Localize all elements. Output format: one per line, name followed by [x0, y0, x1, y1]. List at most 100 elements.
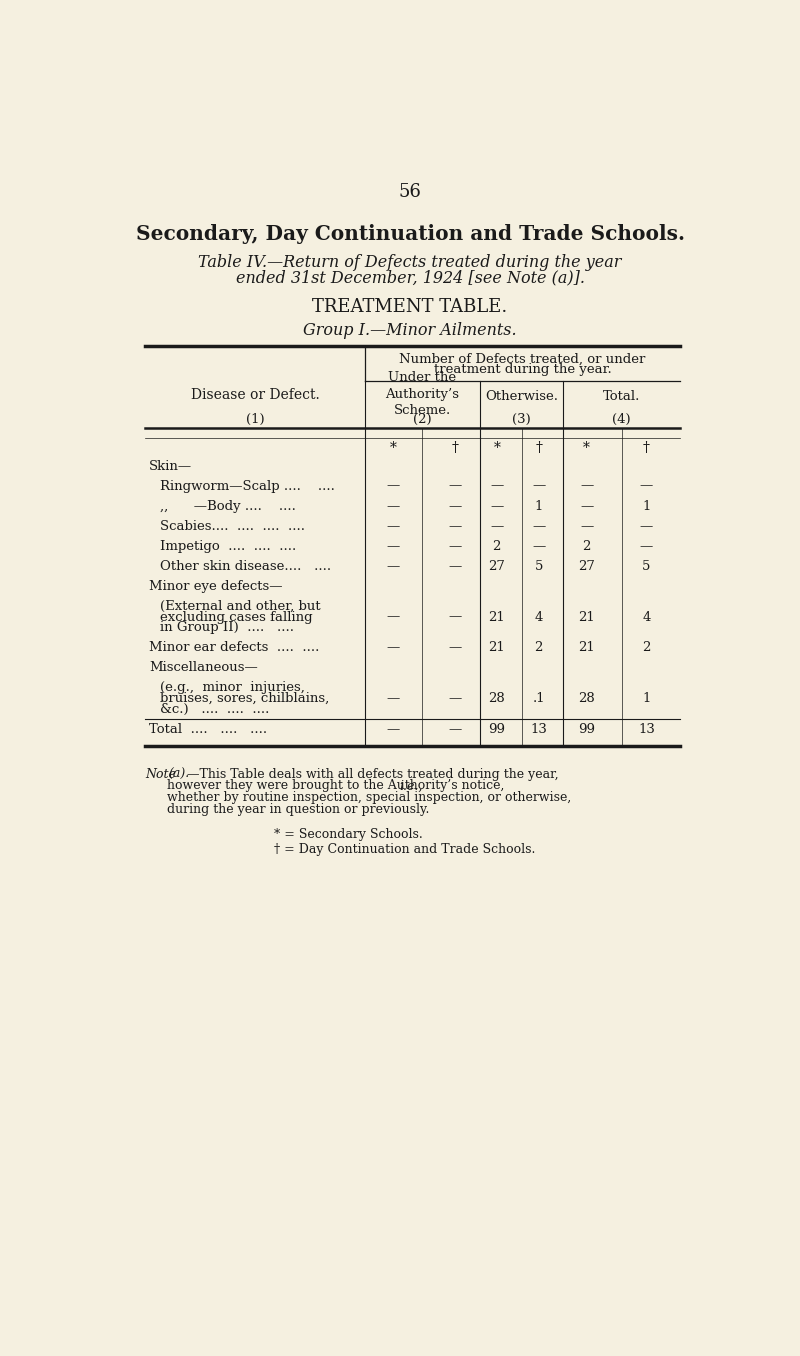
Text: † = Day Continuation and Trade Schools.: † = Day Continuation and Trade Schools.: [274, 843, 536, 857]
Text: Miscellaneous—: Miscellaneous—: [149, 662, 258, 674]
Text: 2: 2: [493, 540, 501, 553]
Text: Group I.—Minor Ailments.: Group I.—Minor Ailments.: [303, 323, 517, 339]
Text: —: —: [532, 540, 546, 553]
Text: 99: 99: [488, 723, 506, 736]
Text: ,,      —Body ....    ....: ,, —Body .... ....: [160, 499, 295, 513]
Text: 2: 2: [642, 641, 650, 655]
Text: Disease or Defect.: Disease or Defect.: [190, 388, 319, 403]
Text: excluding cases falling: excluding cases falling: [160, 610, 312, 624]
Text: 13: 13: [638, 723, 655, 736]
Text: Ringworm—Scalp ....    ....: Ringworm—Scalp .... ....: [160, 480, 334, 492]
Text: *: *: [494, 441, 500, 454]
Text: however they were brought to the Authority’s notice,: however they were brought to the Authori…: [166, 780, 504, 792]
Text: —: —: [386, 723, 399, 736]
Text: i.e.,: i.e.,: [399, 780, 422, 792]
Text: —: —: [448, 519, 462, 533]
Text: 27: 27: [578, 560, 595, 572]
Text: —: —: [448, 692, 462, 705]
Text: —: —: [532, 480, 546, 492]
Text: (2): (2): [413, 414, 432, 426]
Text: —: —: [448, 723, 462, 736]
Text: Under the
Authority’s
Scheme.: Under the Authority’s Scheme.: [386, 372, 459, 418]
Text: ended 31st December, 1924 [see Note (a)].: ended 31st December, 1924 [see Note (a)]…: [235, 270, 585, 286]
Text: —: —: [580, 480, 594, 492]
Text: 4: 4: [642, 610, 650, 624]
Text: —: —: [386, 692, 399, 705]
Text: —: —: [448, 560, 462, 572]
Text: 1: 1: [642, 499, 650, 513]
Text: Table IV.—Return of Defects treated during the year: Table IV.—Return of Defects treated duri…: [198, 255, 622, 271]
Text: —: —: [640, 519, 653, 533]
Text: (a).: (a).: [168, 767, 190, 781]
Text: —: —: [386, 480, 399, 492]
Text: —This Table deals with all defects treated during the year,: —This Table deals with all defects treat…: [187, 767, 558, 781]
Text: —: —: [448, 499, 462, 513]
Text: —: —: [386, 540, 399, 553]
Text: 28: 28: [578, 692, 595, 705]
Text: (1): (1): [246, 414, 264, 426]
Text: Secondary, Day Continuation and Trade Schools.: Secondary, Day Continuation and Trade Sc…: [135, 224, 685, 244]
Text: in Group II)  ....   ....: in Group II) .... ....: [160, 621, 294, 635]
Text: bruises, sores, chilblains,: bruises, sores, chilblains,: [160, 692, 329, 705]
Text: Note: Note: [145, 767, 176, 781]
Text: (External and other, but: (External and other, but: [160, 599, 320, 613]
Text: Total  ....   ....   ....: Total .... .... ....: [149, 723, 267, 736]
Text: .1: .1: [532, 692, 545, 705]
Text: treatment during the year.: treatment during the year.: [434, 363, 611, 377]
Text: Number of Defects treated, or under: Number of Defects treated, or under: [399, 353, 646, 366]
Text: Skin—: Skin—: [149, 460, 192, 473]
Text: 56: 56: [398, 183, 422, 201]
Text: †: †: [451, 441, 458, 454]
Text: 1: 1: [534, 499, 543, 513]
Text: —: —: [490, 480, 503, 492]
Text: †: †: [535, 441, 542, 454]
Text: during the year in question or previously.: during the year in question or previousl…: [166, 803, 429, 815]
Text: Other skin disease....   ....: Other skin disease.... ....: [160, 560, 331, 572]
Text: 28: 28: [489, 692, 505, 705]
Text: 99: 99: [578, 723, 595, 736]
Text: 21: 21: [578, 641, 595, 655]
Text: —: —: [580, 519, 594, 533]
Text: (e.g.,  minor  injuries,: (e.g., minor injuries,: [160, 681, 305, 694]
Text: Otherwise.: Otherwise.: [485, 391, 558, 403]
Text: 21: 21: [578, 610, 595, 624]
Text: —: —: [386, 560, 399, 572]
Text: —: —: [448, 610, 462, 624]
Text: 21: 21: [489, 610, 505, 624]
Text: TREATMENT TABLE.: TREATMENT TABLE.: [312, 298, 508, 316]
Text: 1: 1: [642, 692, 650, 705]
Text: 4: 4: [534, 610, 543, 624]
Text: Minor ear defects  ....  ....: Minor ear defects .... ....: [149, 641, 319, 655]
Text: Impetigo  ....  ....  ....: Impetigo .... .... ....: [160, 540, 296, 553]
Text: —: —: [386, 610, 399, 624]
Text: * = Secondary Schools.: * = Secondary Schools.: [274, 829, 423, 841]
Text: —: —: [386, 499, 399, 513]
Text: †: †: [643, 441, 650, 454]
Text: 2: 2: [582, 540, 591, 553]
Text: 5: 5: [534, 560, 543, 572]
Text: —: —: [448, 641, 462, 655]
Text: —: —: [490, 499, 503, 513]
Text: 21: 21: [489, 641, 505, 655]
Text: —: —: [640, 540, 653, 553]
Text: 5: 5: [642, 560, 650, 572]
Text: —: —: [490, 519, 503, 533]
Text: Total.: Total.: [603, 391, 640, 403]
Text: —: —: [640, 480, 653, 492]
Text: —: —: [448, 540, 462, 553]
Text: —: —: [448, 480, 462, 492]
Text: *: *: [390, 441, 396, 454]
Text: Minor eye defects—: Minor eye defects—: [149, 580, 282, 593]
Text: whether by routine inspection, special inspection, or otherwise,: whether by routine inspection, special i…: [166, 791, 571, 804]
Text: Scabies....  ....  ....  ....: Scabies.... .... .... ....: [160, 519, 305, 533]
Text: 13: 13: [530, 723, 547, 736]
Text: —: —: [386, 519, 399, 533]
Text: —: —: [386, 641, 399, 655]
Text: —: —: [532, 519, 546, 533]
Text: 2: 2: [534, 641, 543, 655]
Text: &c.)   ....  ....  ....: &c.) .... .... ....: [160, 702, 269, 716]
Text: (4): (4): [612, 414, 631, 426]
Text: *: *: [583, 441, 590, 454]
Text: 27: 27: [488, 560, 506, 572]
Text: (3): (3): [512, 414, 531, 426]
